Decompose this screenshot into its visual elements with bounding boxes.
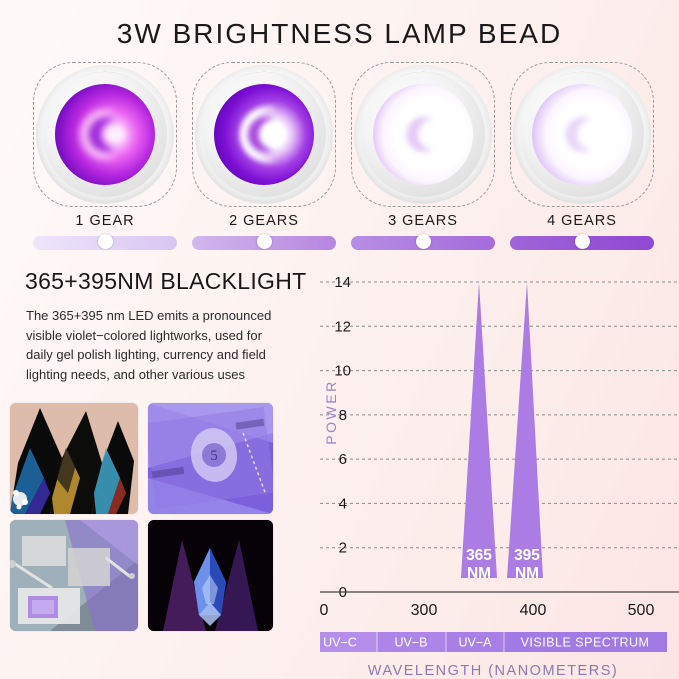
svg-text:300: 300 [411,602,438,619]
svg-text:VISIBLE SPECTRUM: VISIBLE SPECTRUM [521,636,650,650]
svg-text:400: 400 [520,602,547,619]
svg-text:14: 14 [334,274,351,291]
svg-text:12: 12 [334,318,351,335]
svg-text:8: 8 [339,407,347,424]
svg-text:5: 5 [210,448,218,464]
svg-text:365: 365 [466,547,492,564]
svg-text:POWER: POWER [323,379,339,444]
svg-text:UV−B: UV−B [394,636,427,650]
svg-text:10: 10 [334,363,351,380]
svg-text:2: 2 [339,540,347,557]
svg-text:UV−C: UV−C [323,636,357,650]
svg-text:WAVELENGTH (NANOMETERS): WAVELENGTH (NANOMETERS) [368,663,618,679]
svg-text:395: 395 [514,547,540,564]
svg-text:500: 500 [628,602,655,619]
svg-text:NM: NM [467,565,491,582]
svg-text:6: 6 [339,451,347,468]
svg-text:NM: NM [515,565,539,582]
svg-text:4: 4 [339,495,347,512]
svg-text:UV−A: UV−A [458,636,492,650]
svg-text:200: 200 [320,602,328,619]
